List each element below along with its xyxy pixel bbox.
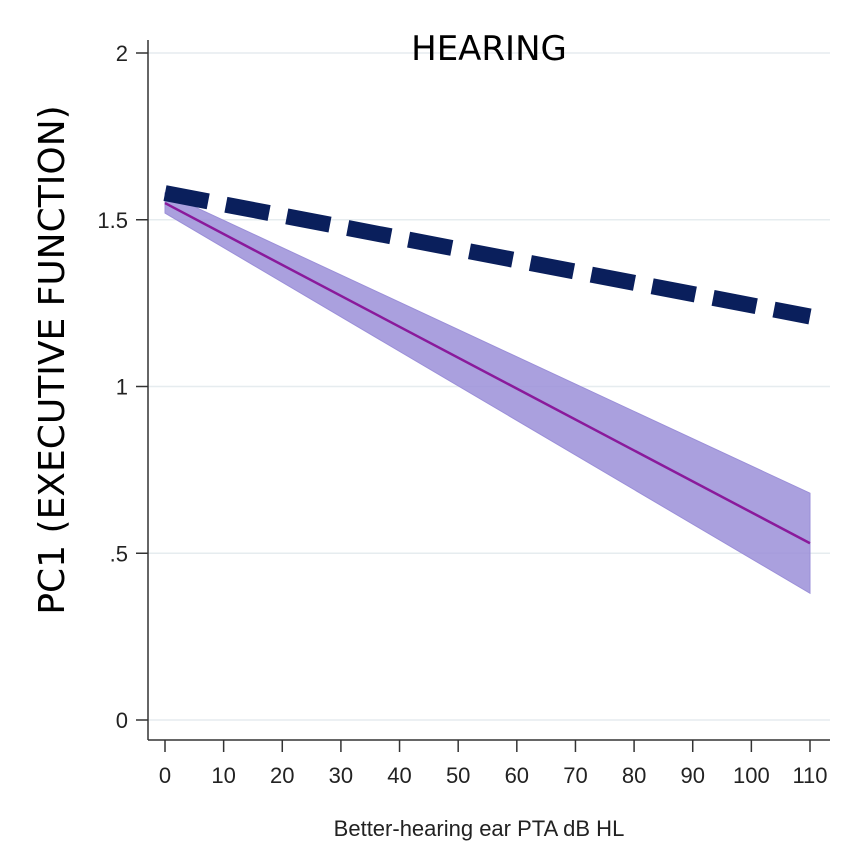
- dashed-series-line: [163, 185, 812, 325]
- x-tick-label: 50: [446, 763, 470, 788]
- axes: [136, 40, 830, 752]
- x-tick-label: 110: [792, 763, 827, 788]
- x-tick-label: 10: [211, 763, 235, 788]
- x-tick-label: 70: [563, 763, 587, 788]
- x-tick-label: 60: [505, 763, 529, 788]
- y-tick-label: 0: [116, 708, 128, 733]
- x-tick-label: 0: [159, 763, 171, 788]
- x-tick-label: 80: [622, 763, 646, 788]
- y-axis-title: PC1 (EXECUTIVE FUNCTION): [32, 105, 73, 614]
- y-tick-label: 2: [116, 41, 128, 66]
- y-tick-labels: 0 .5 1 1.5 2: [97, 41, 128, 733]
- y-tick-label: .5: [110, 541, 128, 566]
- x-tick-label: 20: [270, 763, 294, 788]
- x-tick-label: 30: [329, 763, 353, 788]
- y-tick-label: 1: [116, 375, 128, 400]
- y-tick-label: 1.5: [97, 208, 128, 233]
- chart-title: HEARING: [411, 29, 567, 69]
- solid-series-line: [164, 201, 811, 545]
- x-tick-labels: 0 10 20 30 40 50 60 70 80 90 100 110: [159, 763, 828, 788]
- x-tick-label: 40: [387, 763, 411, 788]
- confidence-band-layer: [164, 192, 811, 595]
- series-lines-layer: [163, 185, 812, 545]
- confidence-band: [164, 192, 811, 595]
- x-tick-label: 100: [733, 763, 770, 788]
- x-tick-label: 90: [680, 763, 704, 788]
- x-axis-title: Better-hearing ear PTA dB HL: [334, 816, 625, 841]
